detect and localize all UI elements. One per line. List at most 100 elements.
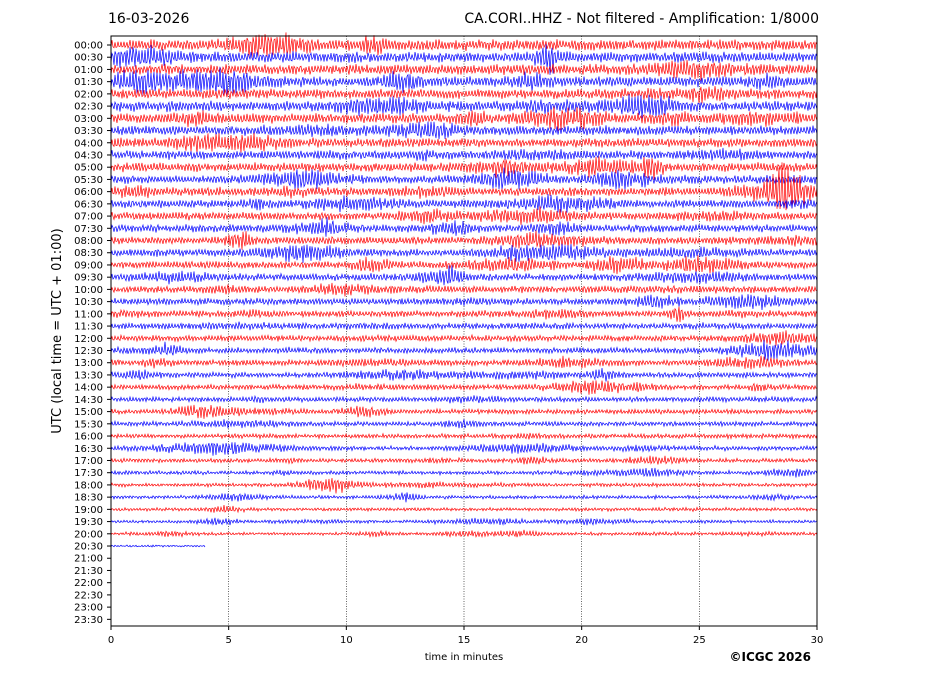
chart-title: CA.CORI..HHZ - Not filtered - Amplificat… xyxy=(464,11,819,27)
y-tick-label: 21:00 xyxy=(74,554,103,565)
trace-row xyxy=(110,394,818,404)
trace-row xyxy=(110,194,818,213)
y-tick-label: 13:00 xyxy=(74,358,103,369)
trace-row xyxy=(110,442,818,456)
trace-row xyxy=(110,32,818,59)
trace-row xyxy=(110,206,818,225)
y-tick-label: 07:00 xyxy=(74,212,103,223)
y-tick-label: 12:30 xyxy=(74,346,103,357)
trace-row xyxy=(110,404,818,419)
trace-row xyxy=(110,294,818,310)
copyright-credit: ©ICGC 2026 xyxy=(729,650,811,664)
y-tick-label: 15:00 xyxy=(74,407,103,418)
trace-row xyxy=(110,306,818,323)
y-tick-label: 07:30 xyxy=(74,224,103,235)
trace-row xyxy=(110,66,818,97)
y-tick-label: 02:30 xyxy=(74,102,103,113)
trace-row xyxy=(110,230,818,250)
y-tick-label: 18:30 xyxy=(74,493,103,504)
x-tick-label: 30 xyxy=(811,635,824,646)
x-tick-label: 5 xyxy=(225,635,231,646)
plot-frame xyxy=(110,35,818,627)
trace-row xyxy=(110,133,818,154)
y-tick-label: 17:30 xyxy=(74,468,103,479)
y-tick-label: 14:00 xyxy=(74,383,103,394)
trace-row xyxy=(110,544,206,548)
trace-row xyxy=(110,59,818,81)
y-tick-label: 23:30 xyxy=(74,615,103,626)
y-tick-label: 03:30 xyxy=(74,126,103,137)
y-tick-label: 09:30 xyxy=(74,273,103,284)
y-tick-label: 08:00 xyxy=(74,236,103,247)
y-tick-label: 10:30 xyxy=(74,297,103,308)
y-tick-label: 21:30 xyxy=(74,566,103,577)
y-tick-label: 13:30 xyxy=(74,370,103,381)
trace-row xyxy=(110,505,818,514)
y-tick-label: 05:30 xyxy=(74,175,103,186)
trace-row xyxy=(110,121,818,140)
trace-row xyxy=(110,355,818,370)
trace-row xyxy=(110,517,818,526)
y-tick-label: 02:00 xyxy=(74,89,103,100)
trace-row xyxy=(110,147,818,162)
y-tick-label: 14:30 xyxy=(74,395,103,406)
y-tick-label: 00:30 xyxy=(74,53,103,64)
trace-row xyxy=(110,368,818,382)
y-tick-label: 16:00 xyxy=(74,432,103,443)
y-tick-label: 11:00 xyxy=(74,309,103,320)
y-tick-label: 11:30 xyxy=(74,322,103,333)
y-tick-label: 05:00 xyxy=(74,163,103,174)
y-tick-label: 19:30 xyxy=(74,517,103,528)
y-tick-label: 00:00 xyxy=(74,41,103,52)
date-label: 16-03-2026 xyxy=(108,11,190,27)
x-tick-label: 20 xyxy=(575,635,588,646)
y-axis-label: UTC (local time = UTC + 01:00) xyxy=(50,228,65,433)
y-tick-label: 23:00 xyxy=(74,603,103,614)
trace-row xyxy=(110,321,818,331)
y-tick-label: 12:00 xyxy=(74,334,103,345)
x-tick-label: 25 xyxy=(693,635,706,646)
y-tick-label: 09:00 xyxy=(74,260,103,271)
y-tick-label: 16:30 xyxy=(74,444,103,455)
x-tick-layer: 0 5 10 15 20 25 30 xyxy=(108,626,824,646)
trace-row xyxy=(110,492,818,503)
x-tick-label: 15 xyxy=(458,635,471,646)
trace-row xyxy=(110,156,818,181)
trace-row xyxy=(110,93,818,119)
trace-row xyxy=(110,529,818,539)
trace-row xyxy=(110,255,818,275)
trace-row xyxy=(110,419,818,429)
y-tick-label: 19:00 xyxy=(74,505,103,516)
y-tick-label: 06:30 xyxy=(74,199,103,210)
y-tick-label: 04:00 xyxy=(74,138,103,149)
y-tick-label: 20:30 xyxy=(74,542,103,553)
y-tick-label: 03:00 xyxy=(74,114,103,125)
y-tick-label: 20:00 xyxy=(74,529,103,540)
trace-row xyxy=(110,243,818,263)
trace-row xyxy=(110,265,818,286)
trace-row xyxy=(110,162,818,211)
trace-row xyxy=(110,380,818,395)
x-tick-label: 0 xyxy=(108,635,114,646)
trace-layer xyxy=(110,32,818,548)
y-tick-label: 22:30 xyxy=(74,590,103,601)
trace-row xyxy=(110,44,818,75)
y-tick-label: 01:00 xyxy=(74,65,103,76)
grid-layer xyxy=(228,36,700,626)
y-tick-label: 08:30 xyxy=(74,248,103,259)
trace-row xyxy=(110,167,818,190)
y-tick-label: 04:30 xyxy=(74,150,103,161)
x-axis-label: time in minutes xyxy=(425,652,504,663)
trace-row xyxy=(110,477,818,494)
trace-row xyxy=(110,106,818,132)
trace-row xyxy=(110,432,818,441)
y-tick-label: 15:30 xyxy=(74,419,103,430)
trace-row xyxy=(110,85,818,104)
trace-row xyxy=(110,282,818,297)
trace-row xyxy=(110,455,818,465)
y-tick-label: 22:00 xyxy=(74,578,103,589)
y-tick-label: 17:00 xyxy=(74,456,103,467)
y-tick-label: 18:00 xyxy=(74,480,103,491)
